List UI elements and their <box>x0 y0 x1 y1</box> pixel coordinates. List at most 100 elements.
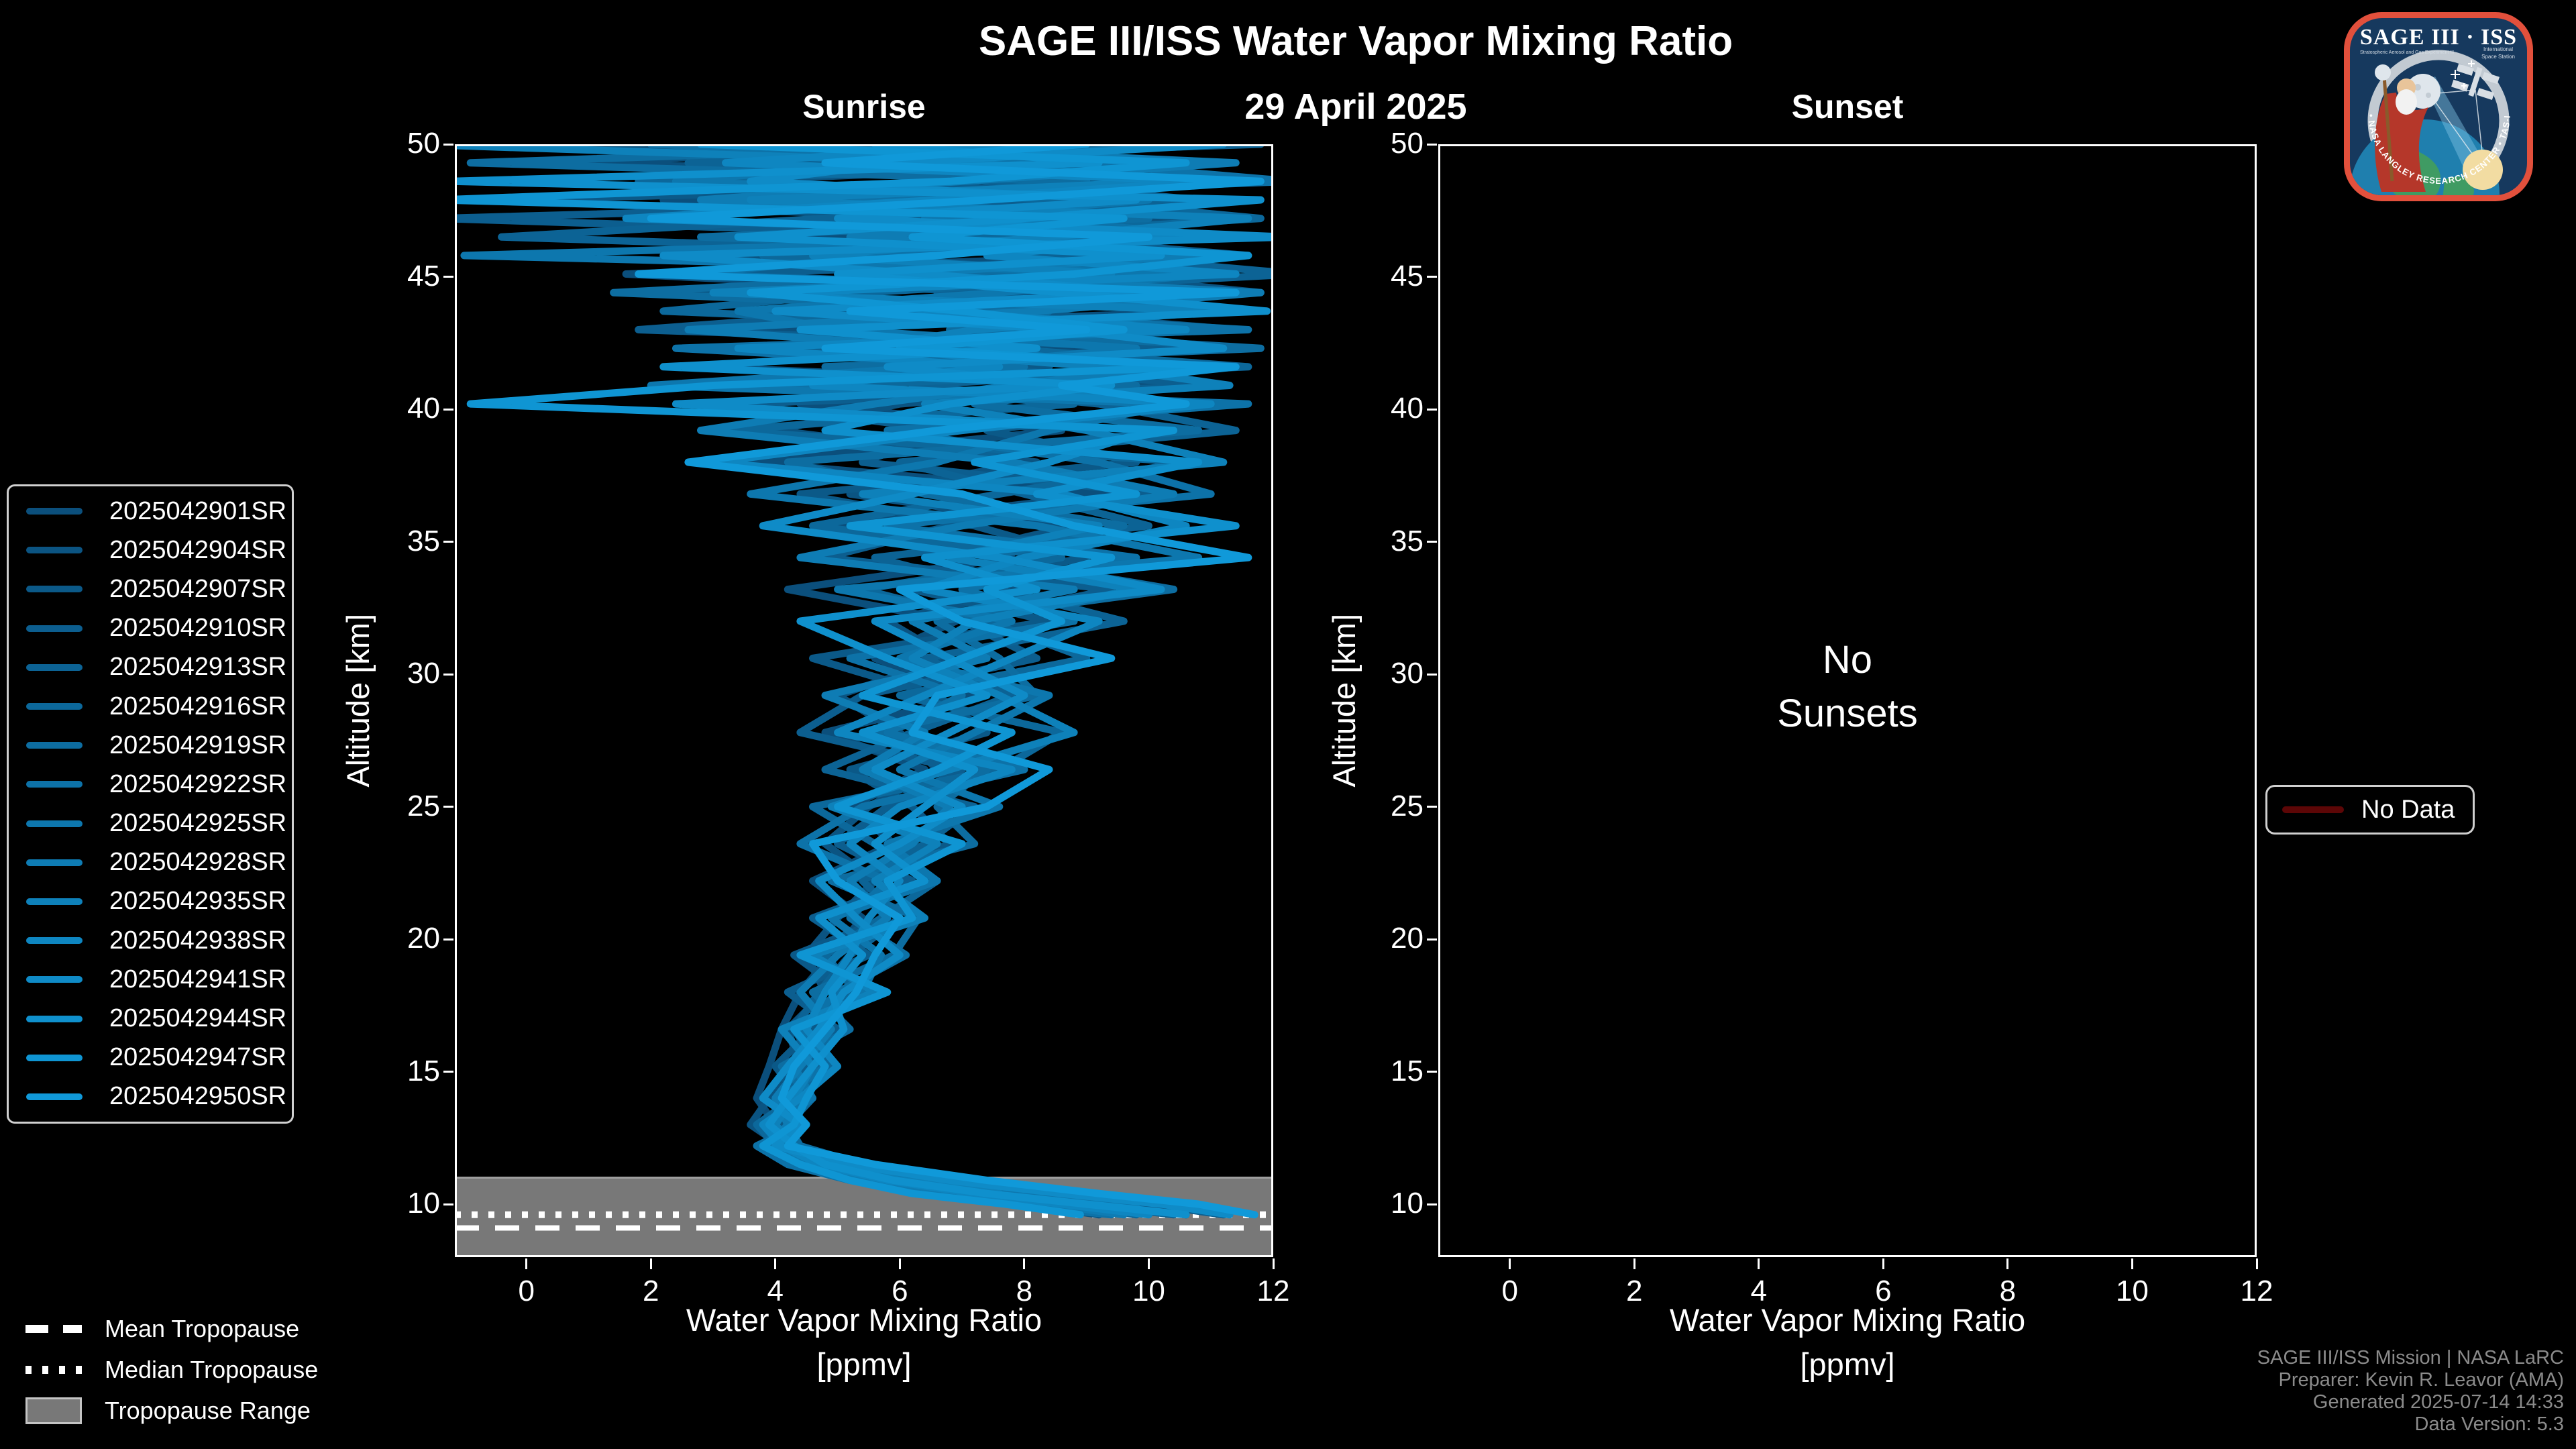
x-tick-label: 4 <box>1750 1275 1768 1307</box>
sunset-axes-frame <box>1438 144 2257 1257</box>
logo-sun <box>2463 150 2503 190</box>
event-label: 2025042944SR <box>109 1004 287 1033</box>
x-tick-mark <box>898 1258 901 1269</box>
event-line-swatch <box>26 1093 83 1100</box>
x-tick-label: 6 <box>1875 1275 1892 1307</box>
y-tick-label: 15 <box>407 1054 440 1087</box>
credits-block: SAGE III/ISS Mission | NASA LaRC Prepare… <box>2257 1347 2564 1436</box>
credit-generated: Generated 2025-07-14 14:33 <box>2312 1391 2564 1413</box>
y-tick-label: 10 <box>1391 1187 1424 1220</box>
y-tick-mark <box>1427 143 1437 146</box>
y-tick-label: 35 <box>1391 524 1424 557</box>
event-label: 2025042925SR <box>109 809 287 838</box>
credit-mission: SAGE III/ISS Mission | NASA LaRC <box>2257 1347 2564 1368</box>
credit-data-version: Data Version: 5.3 <box>2414 1413 2564 1435</box>
x-tick-mark <box>2131 1258 2133 1269</box>
y-tick-mark <box>443 673 453 676</box>
y-tick-mark <box>1427 408 1437 411</box>
y-tick-mark <box>1427 541 1437 543</box>
y-tick-mark <box>1427 806 1437 808</box>
logo-tagline-right-1: International <box>2483 46 2513 52</box>
y-tick-label: 35 <box>407 524 440 557</box>
mean-tropopause-swatch <box>25 1324 82 1333</box>
sunrise-y-axis-label: Altitude [km] <box>339 614 376 788</box>
logo-iss <box>2451 63 2500 101</box>
event-label: 2025042919SR <box>109 731 287 759</box>
y-tick-mark <box>443 143 453 146</box>
event-legend-row: 2025042941SR <box>9 965 292 994</box>
x-tick-label: 2 <box>642 1275 659 1307</box>
event-label: 2025042935SR <box>109 887 287 916</box>
event-legend-row: 2025042910SR <box>9 614 292 643</box>
y-tick-mark <box>1427 276 1437 278</box>
x-tick-label: 2 <box>1625 1275 1643 1307</box>
mean-tropopause-legend-row: Mean Tropopause <box>25 1308 318 1349</box>
figure-date: 29 April 2025 <box>1244 87 1467 127</box>
event-label: 2025042916SR <box>109 692 287 720</box>
x-tick-mark <box>1758 1258 1760 1269</box>
no-sunsets-line1: No <box>1822 638 1873 682</box>
x-tick-label: 12 <box>1256 1275 1290 1307</box>
x-tick-label: 6 <box>892 1275 908 1307</box>
y-tick-mark <box>443 938 453 941</box>
y-tick-label: 40 <box>407 392 440 425</box>
x-tick-mark <box>1147 1258 1150 1269</box>
y-tick-mark <box>1427 1203 1437 1205</box>
y-tick-label: 20 <box>407 922 440 955</box>
x-tick-mark <box>2255 1258 2258 1269</box>
median-tropopause-label: Median Tropopause <box>105 1355 319 1383</box>
y-tick-label: 10 <box>407 1187 440 1220</box>
event-line-swatch <box>26 703 83 710</box>
event-legend-row: 2025042944SR <box>9 1004 292 1033</box>
x-tick-mark <box>525 1258 528 1269</box>
event-label: 2025042928SR <box>109 848 287 877</box>
credit-preparer: Preparer: Kevin R. Leavor (AMA) <box>2278 1369 2564 1391</box>
x-tick-mark <box>649 1258 652 1269</box>
event-legend-row: 2025042950SR <box>9 1082 292 1111</box>
sunrise-axes-frame <box>455 144 1273 1257</box>
y-tick-mark <box>443 408 453 411</box>
y-tick-label: 45 <box>407 259 440 292</box>
y-tick-label: 15 <box>1391 1054 1424 1087</box>
event-legend-row: 2025042922SR <box>9 770 292 799</box>
x-tick-label: 0 <box>518 1275 535 1307</box>
event-label: 2025042938SR <box>109 926 287 955</box>
event-line-swatch <box>26 937 83 945</box>
tropopause-range-label: Tropopause Range <box>105 1396 311 1424</box>
event-legend-row: 2025042925SR <box>9 809 292 838</box>
event-legend-row: 2025042901SR <box>9 497 292 526</box>
x-tick-mark <box>1882 1258 1884 1269</box>
event-label: 2025042913SR <box>109 653 287 682</box>
event-label: 2025042904SR <box>109 535 287 564</box>
event-line-swatch <box>26 508 83 515</box>
event-line-swatch <box>26 820 83 827</box>
sunrise-plot-area: 0 2 4 6 8 10 12 10 15 20 25 30 35 40 45 50 <box>407 127 1289 1307</box>
tropopause-range-swatch <box>25 1397 82 1424</box>
median-tropopause-legend-row: Median Tropopause <box>25 1349 318 1390</box>
profile-line-2025042947SR <box>455 144 1252 1219</box>
y-tick-mark <box>443 276 453 278</box>
event-legend-row: 2025042947SR <box>9 1043 292 1072</box>
event-legend-row: 2025042913SR <box>9 653 292 682</box>
sunset-y-axis-label: Altitude [km] <box>1326 614 1362 788</box>
sunset-x-axis-units: [ppmv] <box>1800 1346 1895 1382</box>
sunset-chart-svg <box>1438 144 2257 1257</box>
x-tick-label: 4 <box>767 1275 784 1307</box>
logo-sage-figure <box>2375 64 2428 192</box>
y-tick-mark <box>443 1071 453 1073</box>
x-tick-label: 8 <box>1016 1275 1033 1307</box>
logo-title: SAGE III · ISS <box>2360 25 2517 50</box>
no-data-line-swatch <box>2282 806 2344 813</box>
y-tick-label: 50 <box>1391 127 1424 160</box>
sunrise-x-axis-label: Water Vapor Mixing Ratio <box>686 1302 1042 1338</box>
event-line-swatch <box>26 976 83 983</box>
no-sunsets-message: No Sunsets <box>1438 633 2257 741</box>
event-legend: 2025042901SR 2025042904SR 2025042907SR 2025… <box>7 484 294 1124</box>
event-label: 2025042910SR <box>109 614 287 643</box>
event-label: 2025042950SR <box>109 1082 287 1111</box>
x-tick-mark <box>1272 1258 1275 1269</box>
event-line-swatch <box>26 547 83 554</box>
event-line-swatch <box>26 781 83 788</box>
event-line-swatch <box>26 1054 83 1061</box>
tropopause-legend: Mean Tropopause Median Tropopause Tropop… <box>25 1308 318 1431</box>
